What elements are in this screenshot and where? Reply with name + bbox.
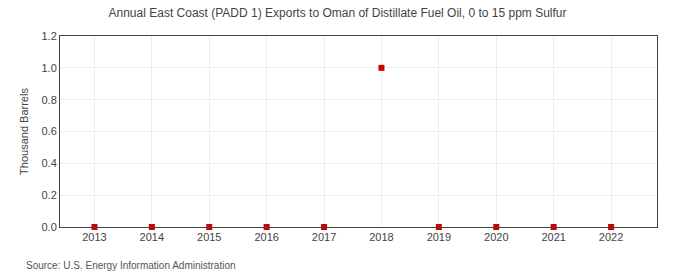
svg-text:2014: 2014: [140, 231, 164, 243]
svg-text:2022: 2022: [599, 231, 623, 243]
svg-text:0.2: 0.2: [42, 189, 57, 201]
svg-text:2018: 2018: [369, 231, 393, 243]
svg-text:0.8: 0.8: [42, 94, 57, 106]
svg-text:2020: 2020: [484, 231, 508, 243]
svg-text:1.2: 1.2: [42, 30, 57, 42]
svg-text:2016: 2016: [254, 231, 278, 243]
svg-text:1.0: 1.0: [42, 62, 57, 74]
svg-text:Annual East Coast (PADD 1) Exp: Annual East Coast (PADD 1) Exports to Om…: [109, 6, 567, 20]
svg-text:0.6: 0.6: [42, 125, 57, 137]
svg-text:0.4: 0.4: [42, 157, 57, 169]
svg-text:Source: U.S. Energy Informatio: Source: U.S. Energy Information Administ…: [26, 260, 236, 271]
svg-text:2017: 2017: [312, 231, 336, 243]
svg-text:0.0: 0.0: [42, 221, 57, 233]
svg-text:2019: 2019: [427, 231, 451, 243]
svg-text:2021: 2021: [541, 231, 565, 243]
svg-text:Thousand Barrels: Thousand Barrels: [18, 88, 30, 175]
svg-text:2013: 2013: [82, 231, 106, 243]
svg-text:2015: 2015: [197, 231, 221, 243]
